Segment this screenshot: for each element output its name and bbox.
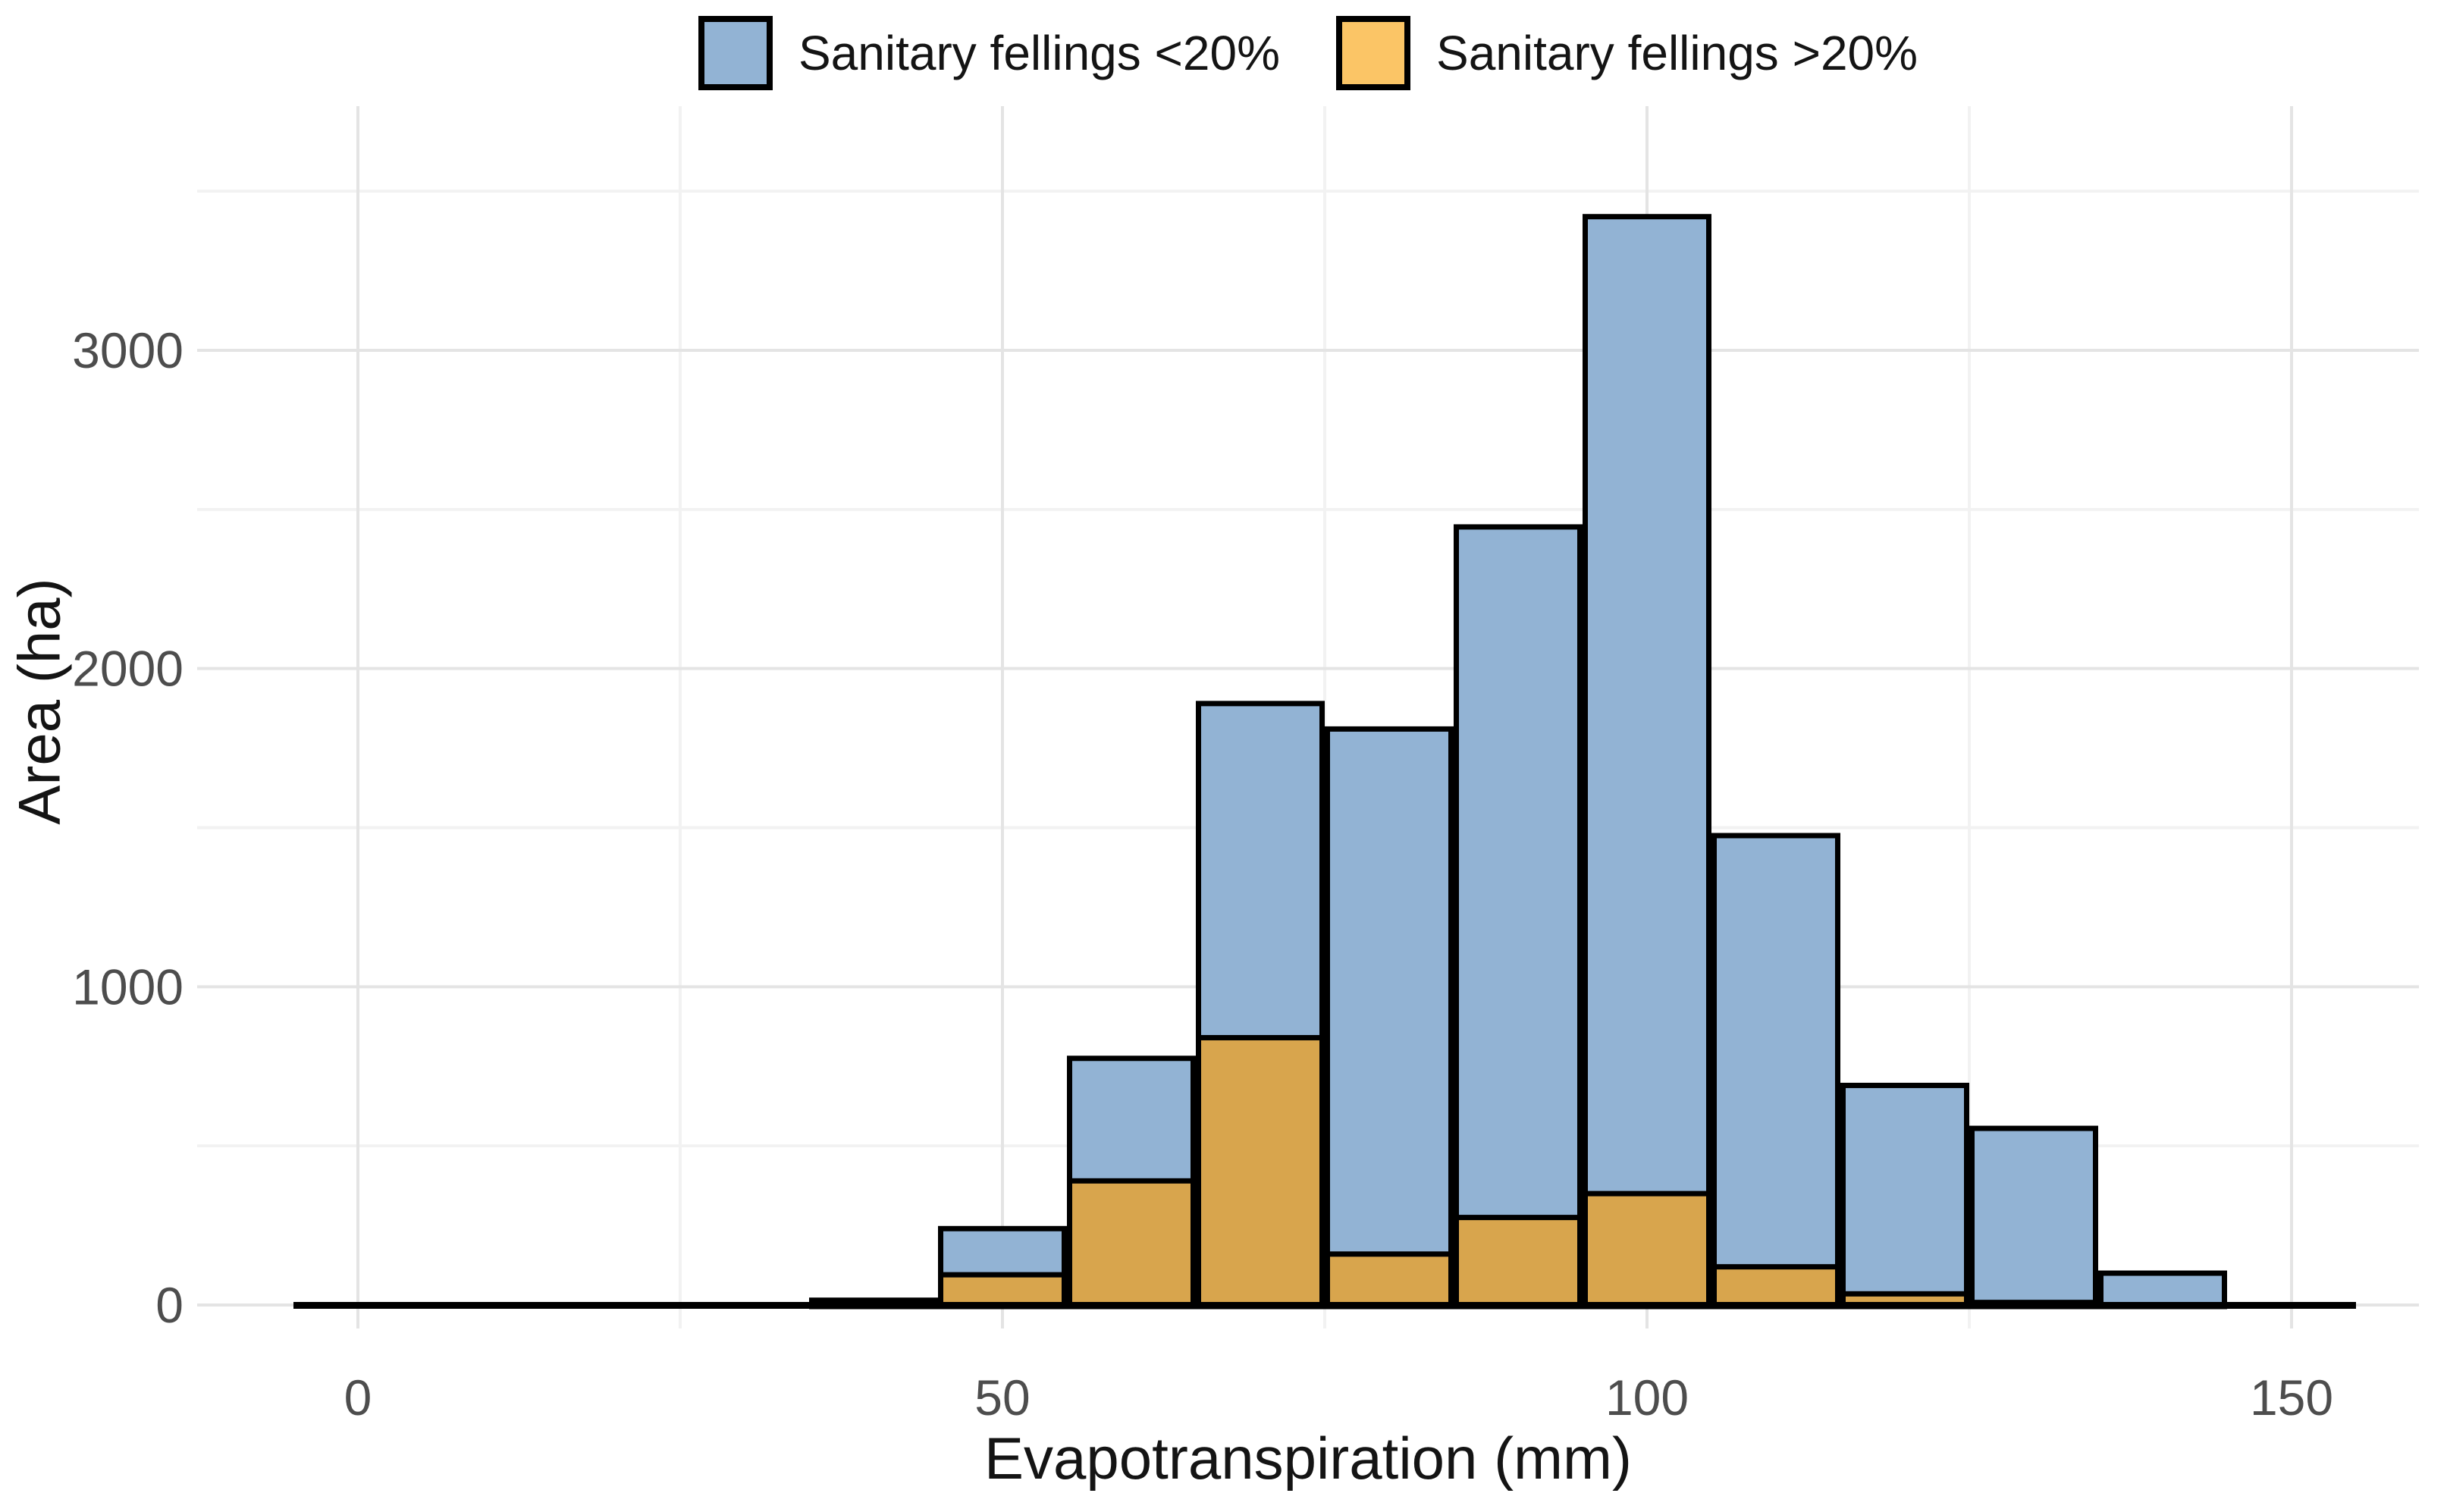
bar-under20-bin-115-125 — [1840, 1082, 1969, 1310]
x-tick-label-100: 100 — [1605, 1369, 1689, 1426]
legend-label-under20: Sanitary fellings <20% — [798, 26, 1280, 80]
bar-under20-bin-85-95 — [1454, 524, 1583, 1310]
bar-under20-bin-125-135 — [1969, 1125, 2098, 1310]
bar-over20-bin-105-115 — [1711, 1264, 1840, 1310]
bar-over20-bin-85-95 — [1454, 1215, 1583, 1310]
bar-under20-bin-95-105 — [1583, 214, 1711, 1310]
bar-over20-bin-65-75 — [1196, 1034, 1325, 1310]
x-tick-label-0: 0 — [344, 1369, 372, 1426]
legend-swatch-over20-icon — [1336, 16, 1410, 90]
y-tick-label-0: 0 — [155, 1277, 184, 1333]
legend-item-under20: Sanitary fellings <20% — [698, 16, 1280, 90]
y-tick-label-2000: 2000 — [72, 641, 184, 697]
legend-item-over20: Sanitary fellings >20% — [1336, 16, 1918, 90]
x-tick-label-50: 50 — [974, 1369, 1030, 1426]
axis-baseline — [293, 1302, 2356, 1309]
bar-over20-bin-45-55 — [938, 1272, 1067, 1310]
y-tick-label-3000: 3000 — [72, 322, 184, 378]
y-axis-title: Area (ha) — [5, 578, 73, 825]
legend-swatch-under20-icon — [698, 16, 773, 90]
legend-label-over20: Sanitary fellings >20% — [1436, 26, 1918, 80]
bar-under20-bin-105-115 — [1711, 833, 1840, 1310]
bar-over20-bin-95-105 — [1583, 1190, 1711, 1310]
bar-under20-bin-135-145 — [2098, 1270, 2227, 1310]
x-tick-label-150: 150 — [2250, 1369, 2333, 1426]
y-tick-label-1000: 1000 — [72, 958, 184, 1015]
x-axis-title: Evapotranspiration (mm) — [984, 1425, 1632, 1492]
bar-over20-bin-55-65 — [1067, 1178, 1196, 1310]
legend: Sanitary fellings <20% Sanitary fellings… — [197, 11, 2419, 96]
bar-over20-bin-75-85 — [1325, 1251, 1454, 1310]
bar-under20-bin-75-85 — [1325, 726, 1454, 1310]
